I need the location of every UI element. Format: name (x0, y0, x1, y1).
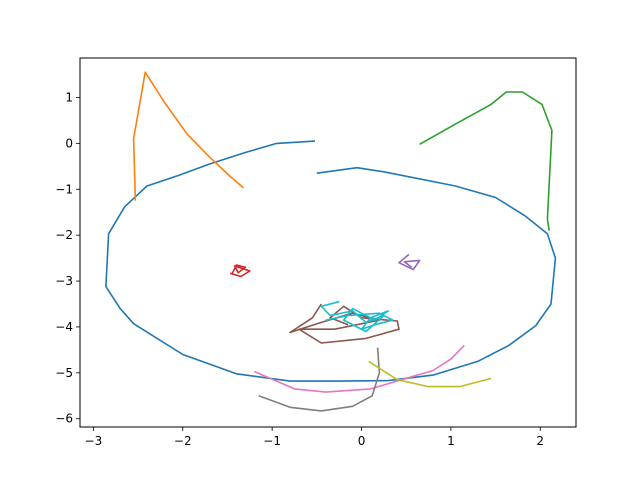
x-tick-label: −2 (174, 434, 192, 448)
series-line-7 (253, 344, 465, 393)
series-line-8 (258, 347, 381, 412)
y-tick-label: −5 (55, 366, 73, 380)
x-tick-label: 0 (358, 434, 366, 448)
series-line-5 (398, 253, 421, 271)
series-line-3 (419, 91, 553, 231)
series-line-9 (368, 360, 492, 388)
y-tick-label: 0 (65, 136, 73, 150)
y-tick-label: −6 (55, 412, 73, 426)
series-line-10 (320, 300, 394, 333)
series-line-6 (289, 303, 400, 344)
series-line-1 (105, 140, 557, 382)
y-axis: 1 0 −1 −2 −3 −4 −5 −6 (55, 90, 80, 426)
series-line-4 (229, 264, 251, 278)
x-tick-label: −1 (263, 434, 281, 448)
series-layer (105, 71, 557, 412)
x-tick-label: 1 (447, 434, 455, 448)
x-tick-label: −3 (85, 434, 103, 448)
y-tick-label: −1 (55, 182, 73, 196)
plot-frame (79, 57, 577, 428)
x-axis: −3 −2 −1 0 1 2 (85, 427, 544, 448)
x-tick-label: 2 (536, 434, 544, 448)
series-line-2 (132, 71, 245, 201)
y-tick-label: −3 (55, 274, 73, 288)
y-tick-label: −2 (55, 228, 73, 242)
y-tick-label: −4 (55, 320, 73, 334)
y-tick-label: 1 (65, 90, 73, 104)
